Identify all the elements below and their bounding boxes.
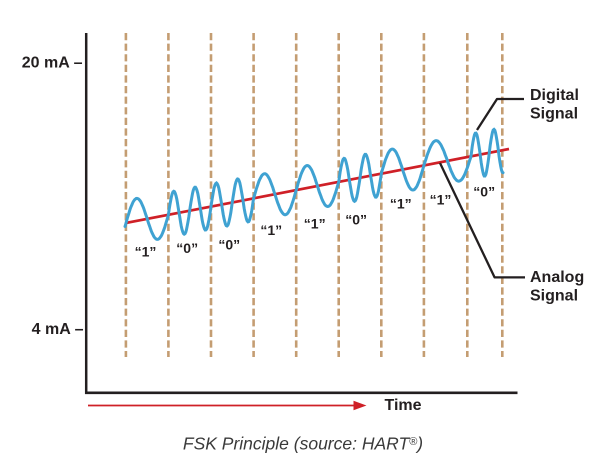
- svg-text:“1”: “1”: [304, 216, 326, 232]
- svg-text:20 mA –: 20 mA –: [22, 54, 83, 71]
- svg-text:Analog: Analog: [530, 269, 584, 286]
- svg-text:Signal: Signal: [530, 106, 578, 123]
- svg-text:“1”: “1”: [390, 196, 412, 212]
- svg-text:FSK Principle (source: HART®): FSK Principle (source: HART®): [183, 434, 423, 454]
- svg-text:Time: Time: [385, 397, 422, 414]
- svg-text:4 mA –: 4 mA –: [32, 321, 84, 338]
- svg-text:Digital: Digital: [530, 87, 579, 104]
- svg-text:“1”: “1”: [260, 222, 282, 238]
- svg-text:“0”: “0”: [345, 212, 367, 228]
- svg-text:“0”: “0”: [176, 240, 198, 256]
- svg-text:Signal: Signal: [530, 288, 578, 305]
- svg-text:“0”: “0”: [473, 184, 495, 200]
- svg-text:“0”: “0”: [218, 237, 240, 253]
- svg-text:“1”: “1”: [135, 244, 157, 260]
- svg-text:“1”: “1”: [430, 192, 452, 208]
